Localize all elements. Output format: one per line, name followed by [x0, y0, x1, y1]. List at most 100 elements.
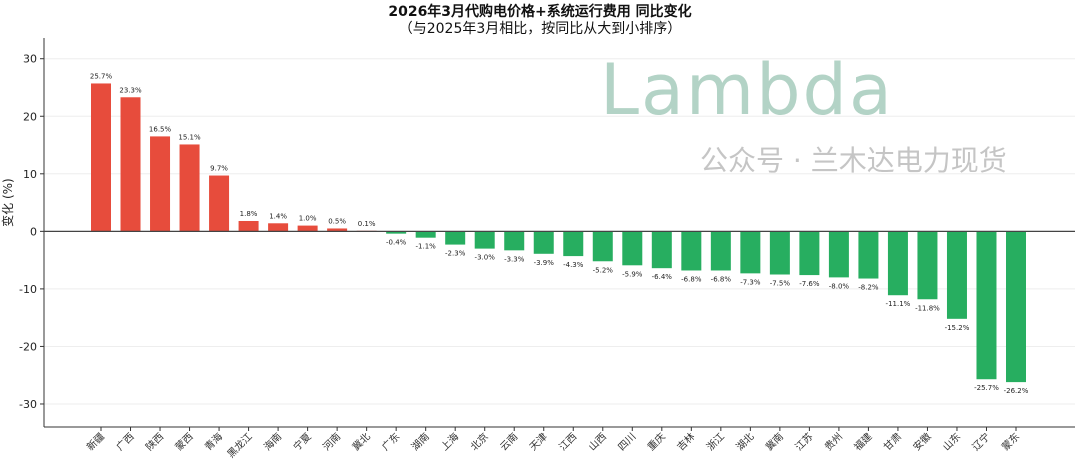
data-label: -7.5%	[770, 280, 791, 288]
data-label: -25.7%	[974, 384, 999, 392]
x-tick-label: 四川	[616, 431, 638, 453]
bar	[120, 97, 141, 232]
y-axis-label: 变化 (%)	[0, 178, 15, 227]
y-tick-label: -10	[19, 283, 37, 296]
x-tick-label: 辽宁	[969, 430, 992, 453]
bar	[91, 83, 111, 232]
bar	[769, 231, 790, 275]
data-label: -5.9%	[622, 270, 643, 278]
y-tick-label: 30	[23, 53, 37, 66]
data-label: 1.8%	[240, 210, 258, 218]
data-label: 0.5%	[328, 217, 346, 225]
bar	[858, 231, 879, 279]
chart-title: 2026年3月代购电价格+系统运行费用 同比变化	[388, 4, 692, 20]
x-tick-label: 广东	[379, 430, 402, 453]
data-label: -8.2%	[858, 284, 879, 292]
x-tick-label: 冀南	[763, 430, 786, 453]
bar	[474, 231, 495, 249]
x-tick-label: 天津	[527, 431, 550, 454]
x-tick-label: 山东	[940, 430, 963, 453]
x-tick-label: 广西	[114, 431, 137, 454]
bar	[710, 231, 731, 271]
data-label: -6.8%	[681, 275, 702, 283]
x-tick-label: 安徽	[910, 430, 933, 453]
chart-subtitle: （与2025年3月相比，按同比从大到小排序）	[398, 21, 682, 37]
x-tick-label: 重庆	[645, 430, 668, 453]
data-label: -2.3%	[445, 250, 466, 258]
bar	[740, 231, 761, 274]
bar	[917, 231, 938, 300]
data-label: -15.2%	[945, 324, 970, 332]
x-tick-label: 海南	[261, 430, 284, 453]
x-tick-label: 陕西	[143, 430, 166, 453]
x-tick-label: 山西	[586, 431, 609, 454]
bar	[592, 231, 613, 262]
bar	[681, 231, 702, 271]
bar	[150, 136, 171, 232]
y-tick-label: -30	[19, 398, 37, 411]
bar	[651, 231, 672, 269]
y-tick-label: -20	[19, 340, 37, 353]
y-tick-label: 20	[23, 110, 37, 123]
x-tick-label: 蒙西	[172, 430, 195, 453]
x-tick-label: 江苏	[792, 430, 815, 453]
x-tick-label: 新疆	[84, 430, 107, 453]
x-tick-label: 吉林	[674, 430, 697, 453]
x-tick-label: 湖北	[734, 431, 757, 454]
bar	[563, 231, 584, 257]
data-label: -4.3%	[563, 261, 584, 269]
x-tick-label: 蒙东	[999, 430, 1022, 453]
x-tick-label: 黑龙江	[224, 430, 254, 460]
data-label: -3.0%	[475, 254, 496, 262]
x-tick-label: 宁夏	[290, 430, 313, 453]
data-label: -11.8%	[915, 304, 940, 312]
data-label: 23.3%	[119, 86, 142, 94]
bar	[268, 223, 289, 232]
x-tick-label: 北京	[467, 430, 490, 453]
bar	[297, 225, 318, 232]
x-tick-label: 甘肃	[881, 430, 904, 453]
data-label: -5.2%	[593, 266, 614, 274]
x-tick-label: 福建	[851, 430, 874, 453]
y-tick-label: 10	[23, 168, 37, 181]
y-tick-label: 0	[30, 225, 37, 238]
bar	[828, 231, 849, 278]
data-label: 9.7%	[210, 165, 228, 173]
data-label: -3.9%	[534, 259, 555, 267]
bar	[533, 231, 554, 254]
x-tick-label: 江西	[557, 431, 580, 454]
data-label: 25.7%	[90, 72, 113, 80]
data-label: -1.1%	[416, 243, 437, 251]
x-tick-label: 贵州	[822, 430, 845, 453]
data-label: -11.1%	[886, 300, 911, 308]
bar	[504, 231, 525, 251]
x-tick-label: 河南	[320, 430, 343, 453]
bar	[386, 231, 407, 234]
data-label: 15.1%	[178, 133, 201, 141]
data-label: 16.5%	[149, 125, 172, 133]
data-label: -6.8%	[711, 275, 732, 283]
bar	[887, 231, 908, 296]
data-label: 0.1%	[358, 220, 376, 228]
bar	[445, 231, 466, 245]
bar	[209, 175, 230, 232]
bar	[238, 220, 259, 232]
data-label: -7.6%	[799, 280, 820, 288]
bar	[179, 144, 200, 232]
bar	[327, 228, 348, 232]
watermark-text: 公众号 · 兰木达电力现货	[700, 144, 1007, 177]
bar	[976, 231, 997, 380]
data-label: 1.4%	[269, 212, 287, 220]
x-tick-label: 浙江	[704, 431, 727, 454]
data-label: -7.3%	[740, 278, 761, 286]
x-tick-label: 青海	[202, 430, 225, 453]
bar	[799, 231, 820, 276]
bar	[946, 231, 967, 319]
bar	[1006, 231, 1026, 383]
data-label: -3.3%	[504, 255, 525, 263]
data-label: -8.0%	[829, 282, 850, 290]
data-label: -26.2%	[1004, 387, 1029, 395]
x-tick-label: 冀北	[349, 430, 372, 453]
